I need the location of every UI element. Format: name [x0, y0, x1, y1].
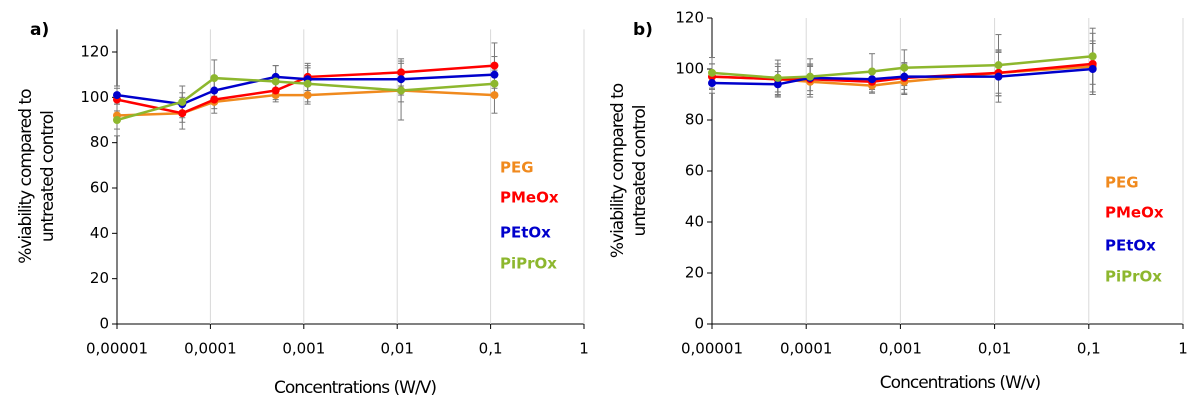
data-point [397, 86, 406, 95]
data-point [113, 91, 121, 100]
chart-title: b) [633, 20, 653, 40]
x-tick-label: 0,01 [978, 340, 1011, 358]
data-point [490, 70, 499, 79]
data-point [113, 116, 121, 124]
data-point [210, 95, 219, 104]
y-tick-label: 60 [90, 179, 109, 197]
x-axis-label: Concentrations (W/V) [274, 378, 436, 398]
y-axis-label: untreated control [38, 111, 58, 242]
y-tick-label: 20 [90, 269, 109, 287]
x-tick-label: 1 [579, 340, 589, 358]
x-tick-label: 1 [1178, 340, 1188, 358]
x-tick-label: 0,0001 [184, 340, 237, 358]
data-point [178, 97, 187, 106]
y-tick-label: 60 [685, 162, 704, 180]
legend-entry: PEG [500, 159, 534, 177]
x-tick-label: 0,01 [380, 340, 413, 358]
y-axis-label: untreated control [630, 105, 650, 236]
data-point [773, 73, 782, 82]
x-axis-label: Concentrations (W/v) [880, 373, 1041, 393]
data-point [868, 67, 877, 76]
y-tick-label: 40 [685, 213, 704, 231]
y-axis-label: %viability compared to [16, 89, 36, 264]
y-tick-label: 120 [675, 9, 704, 27]
legend-entry: PEtOx [500, 224, 551, 242]
chart-title: a) [30, 20, 49, 40]
data-point [708, 68, 716, 77]
data-point [806, 72, 815, 81]
data-point [271, 86, 280, 95]
legend-entry: PiPrOx [1105, 268, 1162, 286]
data-point [490, 79, 499, 88]
x-tick-label: 0,1 [1077, 340, 1101, 358]
data-point [490, 91, 499, 100]
y-tick-label: 40 [90, 224, 109, 242]
data-point [397, 75, 406, 84]
data-point [868, 75, 877, 84]
data-point [773, 80, 782, 89]
x-tick-label: 0,001 [879, 340, 922, 358]
data-point [303, 79, 312, 88]
data-point [1088, 65, 1097, 73]
x-tick-label: 0,001 [282, 340, 325, 358]
y-tick-label: 80 [685, 111, 704, 129]
data-point [210, 74, 219, 83]
legend-entry: PMeOx [1105, 204, 1164, 222]
legend-entry: PMeOx [500, 189, 559, 207]
legend-entry: PEtOx [1105, 237, 1156, 255]
data-point [900, 63, 909, 72]
data-point [271, 77, 280, 86]
y-tick-label: 20 [685, 264, 704, 282]
x-tick-label: 0,00001 [86, 340, 148, 358]
data-point [397, 68, 406, 77]
y-tick-label: 120 [80, 43, 109, 61]
data-point [1088, 52, 1097, 61]
y-tick-label: 100 [675, 60, 704, 78]
series-line [116, 64, 495, 115]
legend-entry: PEG [1105, 174, 1139, 192]
data-point [994, 72, 1003, 81]
y-tick-label: 80 [90, 133, 109, 151]
data-point [303, 91, 312, 100]
data-point [490, 61, 499, 70]
y-tick-label: 0 [694, 315, 704, 333]
x-tick-label: 0,0001 [780, 340, 833, 358]
y-tick-label: 0 [99, 315, 109, 333]
y-axis-label: %viability compared to [608, 83, 628, 258]
data-point [900, 72, 909, 81]
legend-entry: PiPrOx [500, 255, 557, 273]
x-tick-label: 0,00001 [681, 340, 743, 358]
data-point [178, 109, 187, 118]
data-point [708, 79, 716, 88]
data-point [994, 61, 1003, 70]
data-point [210, 86, 219, 95]
y-tick-label: 100 [80, 88, 109, 106]
x-tick-label: 0,1 [479, 340, 503, 358]
